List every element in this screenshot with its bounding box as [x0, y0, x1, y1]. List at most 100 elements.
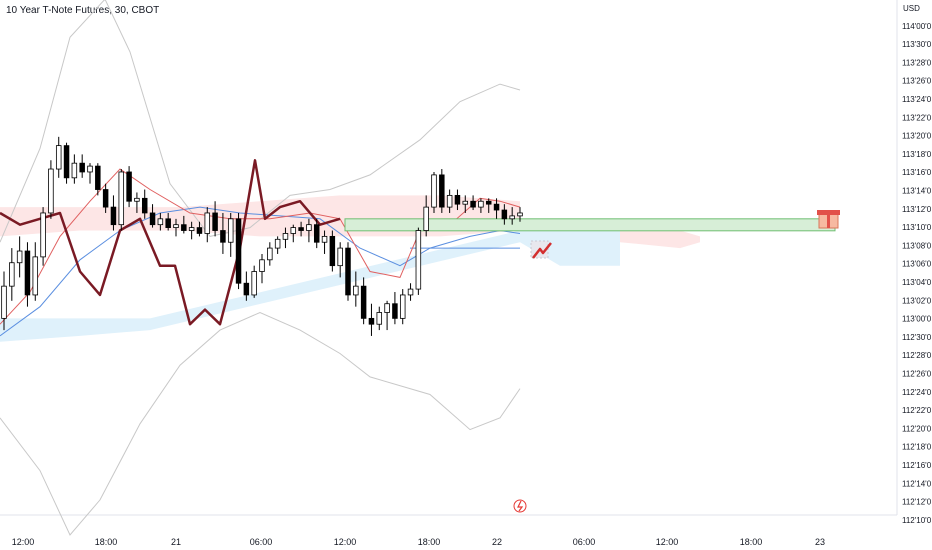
candle-body [267, 247, 273, 261]
candle [407, 283, 414, 301]
candle-body [95, 165, 101, 190]
candle-body [102, 189, 109, 208]
price-unit: USD [903, 4, 920, 13]
candle-body [32, 256, 39, 296]
candle-body [509, 215, 515, 220]
price-tick-label: 112'12'0 [902, 498, 932, 507]
candle [79, 154, 85, 178]
candle-body [9, 262, 15, 287]
candle-body [431, 174, 437, 208]
price-tick-label: 112'24'0 [902, 388, 932, 397]
candle [24, 242, 31, 307]
price-tick-label: 112'14'0 [902, 479, 932, 488]
candle [212, 201, 218, 237]
candle-body [392, 303, 398, 319]
candle [95, 163, 101, 196]
candle-body [1, 285, 7, 319]
candle-body [337, 247, 343, 267]
price-tick-label: 113'22'0 [902, 113, 932, 122]
candle-body [243, 282, 250, 296]
time-tick-label: 06:00 [573, 537, 596, 547]
candle [462, 195, 469, 213]
forecast-icon[interactable] [530, 240, 552, 259]
candle-body [55, 145, 62, 170]
gift-icon[interactable] [817, 210, 840, 229]
candle [321, 230, 328, 254]
candle [384, 300, 390, 331]
candle-body [493, 203, 500, 211]
candle [235, 212, 242, 290]
candle [282, 227, 289, 249]
candle-body [415, 230, 422, 290]
candle [485, 198, 492, 213]
candle [517, 207, 523, 222]
candle-body [71, 162, 78, 179]
time-tick-label: 18:00 [95, 537, 118, 547]
chart-extras [513, 210, 840, 513]
candle [40, 207, 46, 266]
candle [267, 242, 273, 266]
candle-body [87, 165, 93, 173]
candle-body [470, 200, 476, 208]
candle-body [149, 212, 156, 226]
candle-body [517, 212, 523, 217]
candle [501, 204, 508, 225]
candle-body [454, 194, 461, 205]
cloud-blue [0, 230, 620, 342]
candle [134, 192, 140, 213]
cloud-red-future [620, 230, 700, 249]
candle [313, 218, 320, 249]
candle-body [110, 206, 117, 226]
candle-body [298, 227, 304, 231]
candle [329, 230, 336, 272]
price-tick-label: 113'08'0 [902, 241, 932, 250]
chart-title: 10 Year T-Note Futures, 30, CBOT [6, 5, 160, 16]
bollinger-bands [0, 0, 521, 536]
candle-body [384, 303, 390, 313]
candle-body [321, 235, 328, 243]
lagging-line [0, 159, 341, 326]
candle-body [329, 235, 336, 267]
price-tick-label: 113'02'0 [902, 296, 932, 305]
ema-blue-line [0, 206, 521, 337]
candle-body [501, 209, 508, 220]
candle [259, 253, 265, 284]
candle [173, 218, 179, 237]
candle-body [16, 250, 23, 264]
candle [87, 163, 93, 184]
flash-icon[interactable] [513, 499, 527, 513]
candle [126, 166, 132, 208]
candle [102, 183, 109, 213]
candle [1, 271, 7, 331]
candle-body [306, 224, 312, 231]
candle [392, 292, 398, 325]
candle-body [313, 224, 320, 243]
candle-body [24, 250, 31, 296]
candle [274, 236, 281, 254]
candle [454, 189, 461, 211]
candle-body [40, 212, 46, 258]
candle [431, 171, 437, 213]
time-tick-label: 18:00 [740, 537, 763, 547]
price-tick-label: 113'30'0 [902, 40, 932, 49]
candle [337, 242, 343, 278]
candle-body [220, 230, 226, 243]
price-tick-label: 112'22'0 [902, 406, 932, 415]
candle [63, 142, 70, 184]
candle [290, 224, 297, 243]
price-tick-label: 112'30'0 [902, 333, 932, 342]
candle-body [196, 227, 203, 234]
candle-body [368, 317, 375, 325]
candle-body [423, 206, 429, 231]
candle-body [353, 285, 359, 296]
price-tick-label: 113'28'0 [902, 58, 932, 67]
candle-body [227, 218, 234, 243]
price-tick-label: 112'18'0 [902, 443, 932, 452]
candle [165, 212, 171, 231]
price-tick-label: 112'20'0 [902, 424, 932, 433]
candle [220, 212, 226, 254]
candle [16, 236, 23, 278]
candle [306, 218, 312, 243]
time-tick-label: 12:00 [334, 537, 357, 547]
